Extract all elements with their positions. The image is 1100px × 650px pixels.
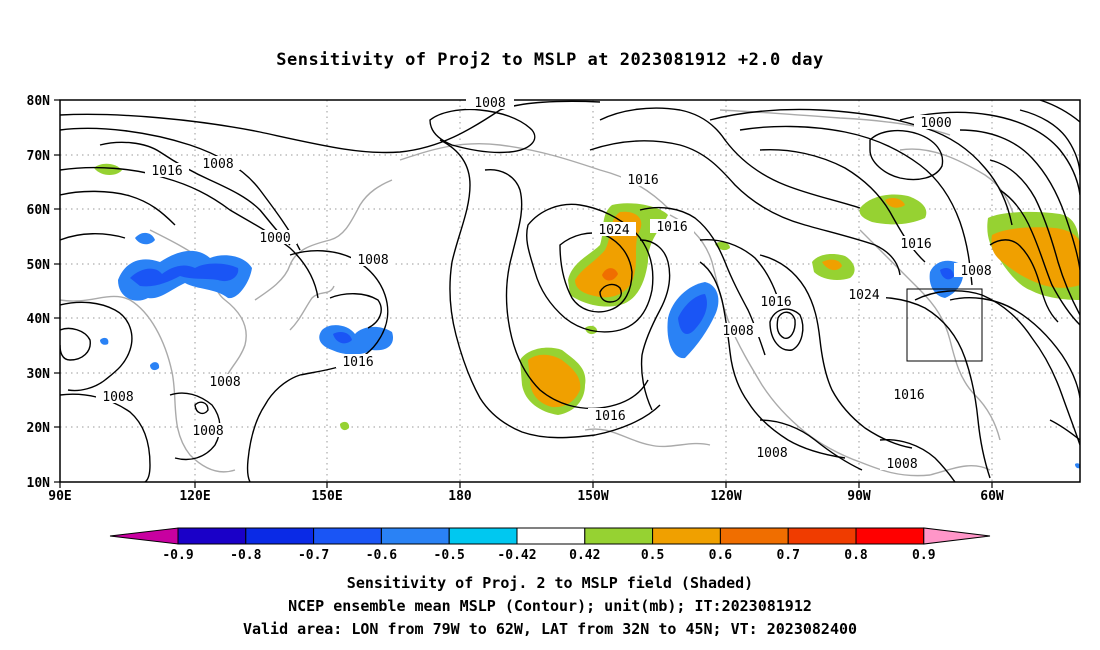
lon-label: 90E bbox=[48, 489, 71, 504]
lat-label: 50N bbox=[27, 258, 51, 273]
colorbar-cell bbox=[855, 527, 925, 545]
contour-label: 1016 bbox=[151, 164, 182, 179]
colorbar-cell bbox=[448, 527, 518, 545]
lon-label: 150W bbox=[577, 489, 608, 504]
sensitivity-shading-positive bbox=[94, 163, 1080, 431]
contour-label: 1008 bbox=[192, 424, 223, 439]
lon-label: 120E bbox=[179, 489, 210, 504]
footer-line-1: Sensitivity of Proj. 2 to MSLP field (Sh… bbox=[346, 574, 754, 592]
lon-label: 150E bbox=[311, 489, 342, 504]
contour-label: 1016 bbox=[900, 237, 931, 252]
footer-line-3: Valid area: LON from 79W to 62W, LAT fro… bbox=[242, 620, 858, 638]
colorbar-cell bbox=[719, 527, 789, 545]
colorbar-label: -0.5 bbox=[434, 548, 465, 563]
lon-label: 60W bbox=[980, 489, 1004, 504]
mslp-contours bbox=[60, 100, 1080, 482]
contour-label: 1024 bbox=[598, 223, 629, 238]
contour-label: 1008 bbox=[960, 264, 991, 279]
map-title: Sensitivity of Proj2 to MSLP at 20230819… bbox=[276, 50, 824, 70]
sensitivity-shading bbox=[100, 232, 1080, 469]
colorbar-label: -0.9 bbox=[162, 548, 193, 563]
contour-label: 1008 bbox=[102, 390, 133, 405]
colorbar-label: -0.7 bbox=[298, 548, 329, 563]
contour-label: 1016 bbox=[342, 355, 373, 370]
lon-label: 90W bbox=[847, 489, 871, 504]
coastlines bbox=[60, 109, 1016, 477]
colorbar-cell bbox=[245, 527, 315, 545]
contour-label: 1008 bbox=[886, 457, 917, 472]
colorbar-cell bbox=[313, 527, 382, 545]
colorbar-label: -0.8 bbox=[230, 548, 261, 563]
lat-label: 40N bbox=[27, 312, 51, 327]
lat-label: 80N bbox=[27, 94, 51, 109]
colorbar-label: 0.42 bbox=[569, 548, 600, 563]
contour-label: 1008 bbox=[209, 375, 240, 390]
contour-label: 1016 bbox=[893, 388, 924, 403]
contour-label: 1016 bbox=[760, 295, 791, 310]
longitude-labels: 90E 120E 150E 180 150W 120W 90W 60W bbox=[48, 489, 1004, 504]
plot-frame bbox=[59, 99, 1081, 483]
lon-label: 180 bbox=[448, 489, 472, 504]
colorbar-cell bbox=[787, 527, 857, 545]
contour-label: 1000 bbox=[259, 231, 290, 246]
colorbar-label: 0.6 bbox=[709, 548, 733, 563]
contour-label: 1008 bbox=[357, 253, 388, 268]
lat-label: 10N bbox=[27, 476, 51, 491]
latitude-labels: 80N 70N 60N 50N 40N 30N 20N 10N bbox=[27, 94, 51, 491]
contour-label: 1008 bbox=[756, 446, 787, 461]
colorbar-high-triangle bbox=[923, 527, 991, 545]
contour-label: 1016 bbox=[656, 220, 687, 235]
colorbar-label: 0.8 bbox=[844, 548, 868, 563]
colorbar-label: -0.42 bbox=[497, 548, 536, 563]
colorbar bbox=[109, 527, 991, 545]
colorbar-label: 0.7 bbox=[776, 548, 799, 563]
lat-label: 20N bbox=[27, 421, 51, 436]
colorbar-cell bbox=[177, 527, 247, 545]
lat-label: 30N bbox=[27, 367, 51, 382]
axis-ticks bbox=[54, 99, 993, 488]
colorbar-label: 0.9 bbox=[912, 548, 935, 563]
colorbar-cell bbox=[516, 527, 586, 545]
colorbar-cell bbox=[380, 527, 450, 545]
colorbar-cell bbox=[652, 527, 721, 545]
footer-line-2: NCEP ensemble mean MSLP (Contour); unit(… bbox=[288, 597, 812, 615]
contour-label: 1016 bbox=[627, 173, 658, 188]
contour-label: 1016 bbox=[594, 409, 625, 424]
contour-label: 1024 bbox=[848, 288, 879, 303]
lat-label: 60N bbox=[27, 203, 51, 218]
contour-labels: 1008 1016 1008 1000 1008 1016 1024 1016 … bbox=[96, 95, 998, 472]
colorbar-label: 0.5 bbox=[641, 548, 664, 563]
lat-label: 70N bbox=[27, 149, 51, 164]
contour-label: 1008 bbox=[202, 157, 233, 172]
contour-label: 1000 bbox=[920, 116, 951, 131]
colorbar-cell bbox=[584, 527, 654, 545]
colorbar-labels: -0.9 -0.8 -0.7 -0.6 -0.5 -0.42 0.42 0.5 0.6 0.7 0.… bbox=[162, 548, 935, 563]
contour-label: 1008 bbox=[722, 324, 753, 339]
valid-area-box bbox=[906, 288, 983, 362]
contour-label: 1008 bbox=[474, 96, 505, 111]
colorbar-low-triangle bbox=[109, 527, 179, 545]
lon-label: 120W bbox=[710, 489, 741, 504]
colorbar-label: -0.6 bbox=[366, 548, 397, 563]
